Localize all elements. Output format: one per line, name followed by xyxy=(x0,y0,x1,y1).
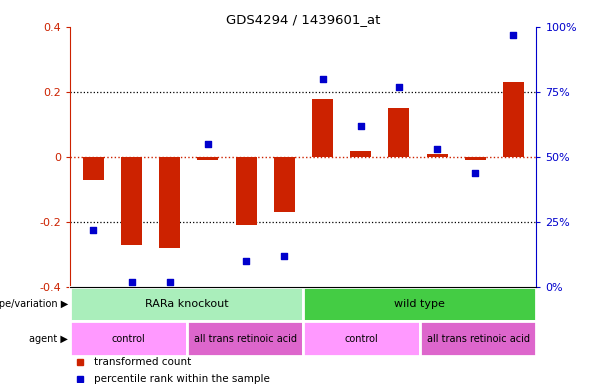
Point xyxy=(280,253,289,259)
Point xyxy=(203,141,213,147)
Bar xyxy=(274,157,295,212)
Text: all trans retinoic acid: all trans retinoic acid xyxy=(427,334,530,344)
Bar xyxy=(427,154,447,157)
Bar xyxy=(503,82,524,157)
Point xyxy=(470,170,480,176)
Bar xyxy=(303,321,420,356)
Bar xyxy=(83,157,104,180)
Point xyxy=(88,227,98,233)
Bar xyxy=(235,157,257,225)
Bar xyxy=(70,321,187,356)
Bar xyxy=(389,108,409,157)
Point xyxy=(318,76,327,82)
Point xyxy=(165,279,175,285)
Point xyxy=(127,279,137,285)
Bar xyxy=(159,157,180,248)
Text: agent ▶: agent ▶ xyxy=(29,334,68,344)
Bar xyxy=(465,157,485,161)
Text: control: control xyxy=(112,334,146,344)
Text: transformed count: transformed count xyxy=(94,357,191,367)
Point xyxy=(509,31,519,38)
Bar xyxy=(70,287,303,321)
Bar xyxy=(121,157,142,245)
Bar xyxy=(420,321,536,356)
Text: genotype/variation ▶: genotype/variation ▶ xyxy=(0,300,68,310)
Point xyxy=(394,84,404,90)
Bar xyxy=(187,321,303,356)
Text: all trans retinoic acid: all trans retinoic acid xyxy=(194,334,297,344)
Point xyxy=(432,146,442,152)
Text: percentile rank within the sample: percentile rank within the sample xyxy=(94,374,270,384)
Point xyxy=(356,123,365,129)
Bar xyxy=(350,151,371,157)
Text: control: control xyxy=(345,334,379,344)
Bar xyxy=(197,157,218,161)
Text: wild type: wild type xyxy=(395,300,445,310)
Title: GDS4294 / 1439601_at: GDS4294 / 1439601_at xyxy=(226,13,381,26)
Bar xyxy=(312,99,333,157)
Text: RARa knockout: RARa knockout xyxy=(145,300,229,310)
Bar xyxy=(303,287,536,321)
Point xyxy=(242,258,251,264)
